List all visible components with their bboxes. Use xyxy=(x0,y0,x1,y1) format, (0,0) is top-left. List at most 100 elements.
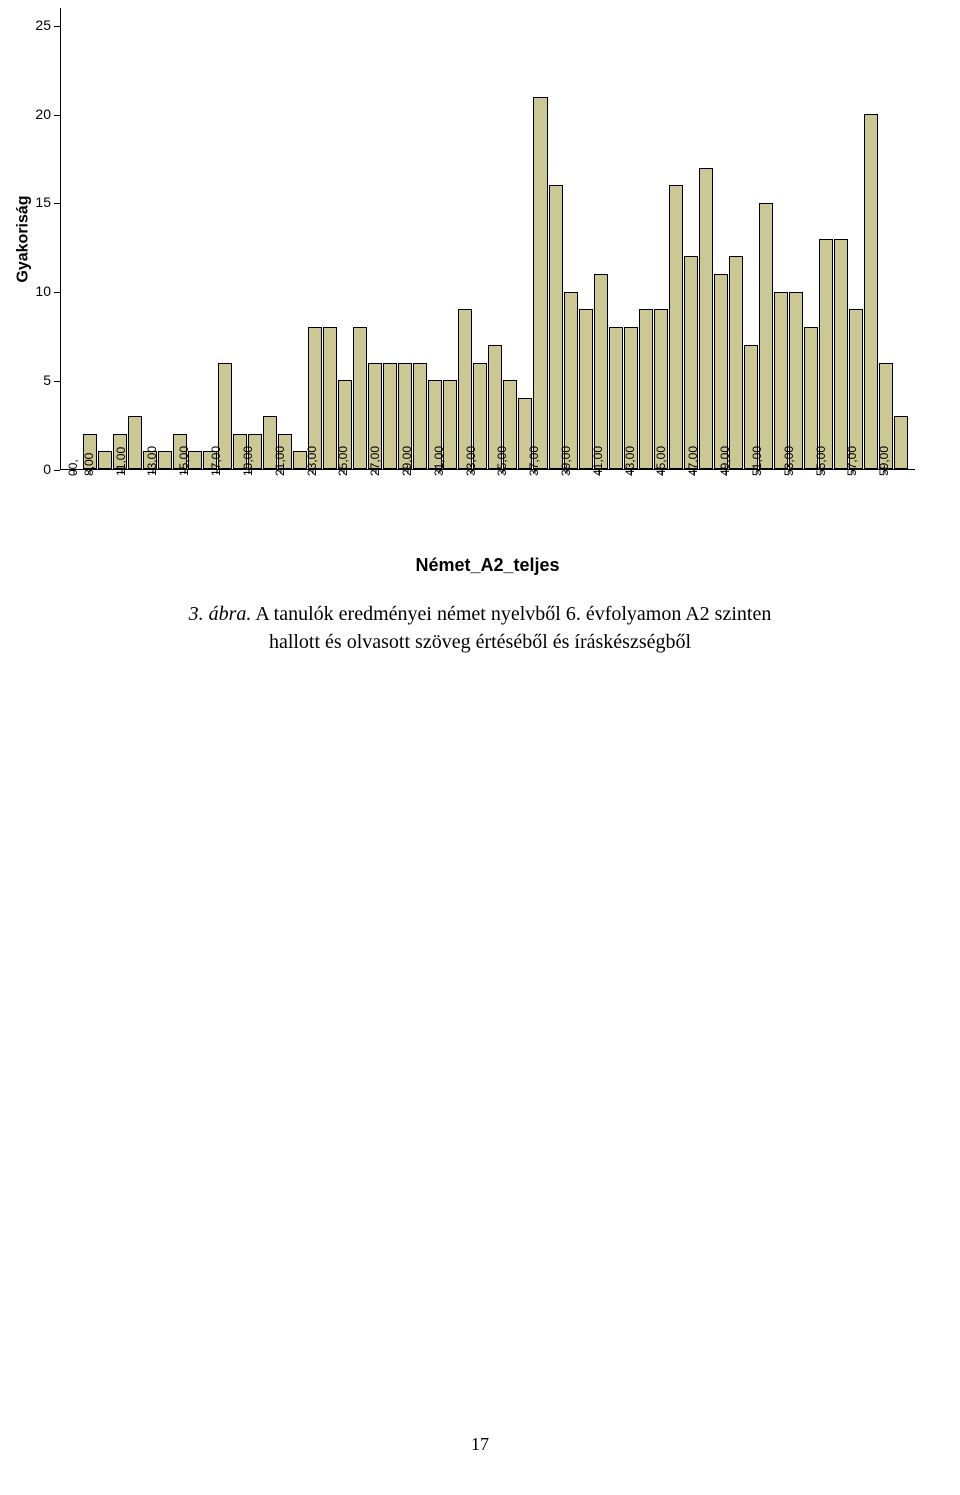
x-tick-label: 39,00 xyxy=(559,446,573,476)
x-tick: 11,00 xyxy=(114,470,130,540)
x-tick xyxy=(98,470,114,540)
x-tick xyxy=(639,470,655,540)
x-tick xyxy=(702,470,718,540)
x-tick-label: 13,00 xyxy=(145,446,159,476)
histogram-bar xyxy=(158,451,172,469)
histogram-bar xyxy=(413,363,427,469)
x-tick xyxy=(289,470,305,540)
x-tick: 37,00 xyxy=(527,470,543,540)
x-tick xyxy=(448,470,464,540)
histogram-bar xyxy=(834,239,848,470)
page-number: 17 xyxy=(0,1434,960,1455)
document-page: Gyakoriság 0510152025 ,008,0011,0013,001… xyxy=(0,0,960,1495)
x-tick-label: 25,00 xyxy=(336,446,350,476)
x-tick-label: 45,00 xyxy=(654,446,668,476)
x-tick-label: 23,00 xyxy=(305,446,319,476)
y-tick-label: 15 xyxy=(35,194,51,210)
histogram-bar xyxy=(549,185,563,469)
x-tick-label: 55,00 xyxy=(814,446,828,476)
x-tick xyxy=(830,470,846,540)
histogram-chart: Gyakoriság 0510152025 ,008,0011,0013,001… xyxy=(0,0,940,580)
histogram-bar xyxy=(353,327,367,469)
histogram-bar xyxy=(669,185,683,469)
histogram-bar xyxy=(594,274,608,469)
x-tick: 25,00 xyxy=(336,470,352,540)
caption-line-2: hallott és olvasott szöveg értéséből és … xyxy=(269,631,691,653)
y-tick-label: 5 xyxy=(43,372,51,388)
x-tick-label: 47,00 xyxy=(686,446,700,476)
x-tick: 49,00 xyxy=(718,470,734,540)
x-tick: 41,00 xyxy=(591,470,607,540)
x-tick-label: 8,00 xyxy=(82,453,96,476)
x-tick: 31,00 xyxy=(432,470,448,540)
x-tick-label: 15,00 xyxy=(177,446,191,476)
histogram-bar xyxy=(729,256,743,469)
x-tick: 59,00 xyxy=(877,470,893,540)
x-tick: 17,00 xyxy=(209,470,225,540)
figure-caption: 3. ábra. A tanulók eredményei német nyel… xyxy=(0,600,960,656)
x-tick xyxy=(384,470,400,540)
histogram-bar xyxy=(864,114,878,469)
x-tick xyxy=(734,470,750,540)
x-tick xyxy=(798,470,814,540)
x-tick: 8,00 xyxy=(82,470,98,540)
x-tick: 45,00 xyxy=(655,470,671,540)
x-tick-label: 17,00 xyxy=(209,446,223,476)
x-tick-label: 51,00 xyxy=(750,446,764,476)
y-axis: Gyakoriság 0510152025 xyxy=(0,8,60,470)
x-tick-label: 21,00 xyxy=(273,446,287,476)
histogram-bar xyxy=(639,309,653,469)
histogram-bar xyxy=(699,168,713,469)
x-tick: 15,00 xyxy=(177,470,193,540)
histogram-bar xyxy=(98,451,112,469)
x-tick xyxy=(257,470,273,540)
histogram-bar xyxy=(609,327,623,469)
x-tick: 57,00 xyxy=(845,470,861,540)
histogram-bar xyxy=(564,292,578,469)
histogram-bar xyxy=(789,292,803,469)
x-tick: 23,00 xyxy=(305,470,321,540)
x-tick xyxy=(352,470,368,540)
figure-label: 3. ábra. xyxy=(189,603,252,625)
histogram-bar xyxy=(714,274,728,469)
x-tick xyxy=(321,470,337,540)
histogram-bar xyxy=(894,416,908,469)
x-tick: 35,00 xyxy=(495,470,511,540)
x-tick: 33,00 xyxy=(464,470,480,540)
x-tick: ,00 xyxy=(66,470,82,540)
x-tick xyxy=(161,470,177,540)
histogram-bar xyxy=(759,203,773,469)
x-tick-label: 27,00 xyxy=(368,446,382,476)
x-tick: 43,00 xyxy=(623,470,639,540)
y-tick-label: 10 xyxy=(35,283,51,299)
y-axis-title: Gyakoriság xyxy=(15,195,33,282)
x-tick xyxy=(543,470,559,540)
x-tick: 21,00 xyxy=(273,470,289,540)
x-tick xyxy=(766,470,782,540)
x-tick-label: 35,00 xyxy=(495,446,509,476)
x-tick: 53,00 xyxy=(782,470,798,540)
y-tick-label: 0 xyxy=(43,461,51,477)
x-tick-label: 57,00 xyxy=(845,446,859,476)
histogram-bar xyxy=(684,256,698,469)
x-tick-label: 31,00 xyxy=(432,446,446,476)
histogram-bar xyxy=(128,416,142,469)
x-tick-label: 37,00 xyxy=(527,446,541,476)
x-axis: ,008,0011,0013,0015,0017,0019,0021,0023,… xyxy=(60,470,915,580)
x-tick: 39,00 xyxy=(559,470,575,540)
histogram-bar xyxy=(774,292,788,469)
x-tick-label: 19,00 xyxy=(241,446,255,476)
histogram-bar xyxy=(533,97,547,469)
x-tick xyxy=(607,470,623,540)
x-tick-label: 41,00 xyxy=(591,446,605,476)
x-tick: 51,00 xyxy=(750,470,766,540)
x-tick xyxy=(416,470,432,540)
x-tick xyxy=(225,470,241,540)
x-tick xyxy=(193,470,209,540)
x-axis-title: Német_A2_teljes xyxy=(60,555,915,576)
x-tick-label: 43,00 xyxy=(623,446,637,476)
bars-container xyxy=(61,8,915,469)
x-tick-label: 11,00 xyxy=(114,447,128,476)
x-tick xyxy=(670,470,686,540)
x-tick-label: 59,00 xyxy=(877,446,891,476)
